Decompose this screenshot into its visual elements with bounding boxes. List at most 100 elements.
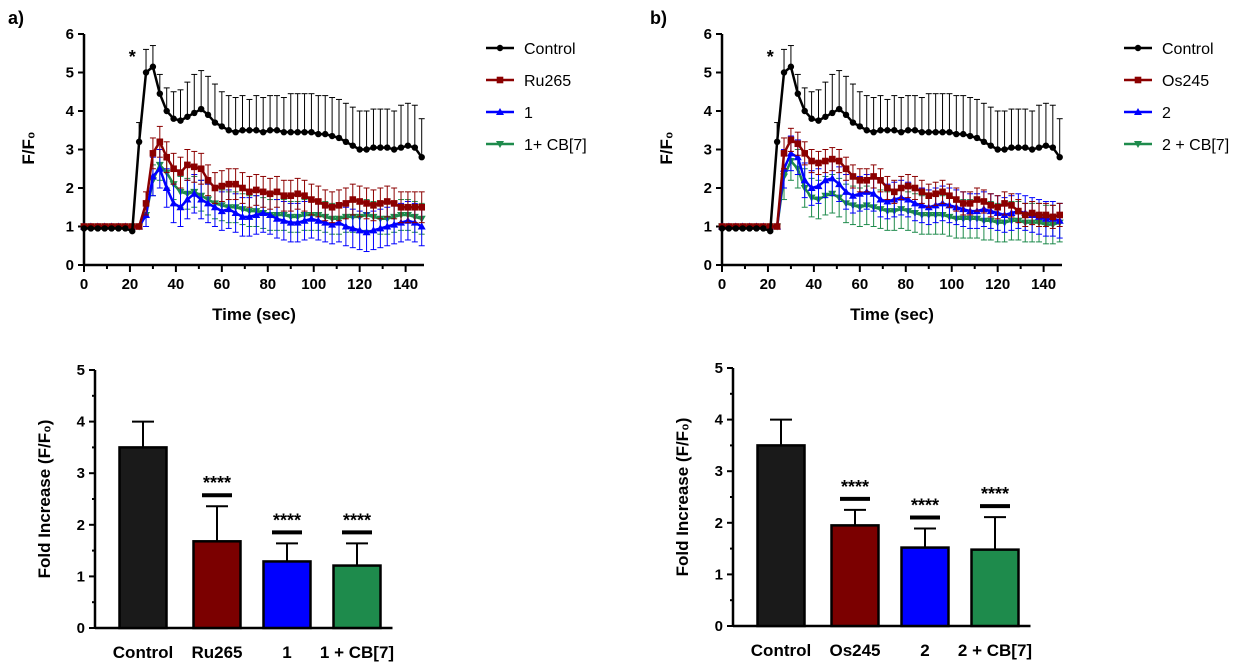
data-point [814, 182, 823, 190]
data-point [1021, 211, 1029, 219]
data-point [190, 163, 198, 171]
data-point [911, 184, 919, 192]
data-point [204, 177, 212, 184]
significance-label: **** [981, 484, 1009, 504]
data-point [301, 192, 308, 199]
data-point [404, 142, 412, 149]
data-point [994, 203, 1001, 211]
significance-label: **** [203, 473, 231, 493]
data-point [732, 225, 739, 232]
data-point [279, 216, 288, 224]
data-point [184, 113, 191, 120]
x-tick-label: 140 [393, 276, 418, 293]
data-point [939, 188, 946, 196]
data-point [369, 226, 378, 234]
data-point [925, 128, 932, 136]
data-point [252, 210, 261, 218]
significance-label: **** [273, 510, 301, 530]
data-point [801, 150, 809, 157]
data-point [315, 130, 322, 138]
legend-marker [496, 108, 504, 115]
bar [756, 444, 806, 628]
data-point [1035, 144, 1043, 151]
data-point [184, 161, 191, 169]
data-point [177, 117, 184, 124]
data-point [148, 172, 157, 180]
data-point [821, 176, 830, 184]
data-point [328, 203, 336, 211]
data-point [390, 200, 398, 207]
data-point [739, 225, 746, 232]
data-point [115, 225, 122, 232]
x-tick-label: 100 [301, 276, 326, 293]
legend-marker [1134, 76, 1142, 84]
data-point [946, 192, 953, 199]
panel-label-b: b) [650, 8, 667, 28]
data-point [204, 199, 213, 207]
significance-label: **** [343, 510, 371, 530]
data-point [259, 209, 268, 217]
data-point [308, 196, 315, 203]
data-point [342, 200, 350, 207]
data-point [87, 225, 95, 232]
x-tick-label: 40 [168, 276, 185, 293]
data-point [170, 165, 177, 173]
data-point [162, 184, 171, 191]
data-point [891, 127, 898, 134]
data-point [418, 154, 425, 161]
data-point [376, 224, 385, 232]
category-label: 1 [282, 643, 291, 662]
data-point [946, 128, 953, 136]
data-point [870, 128, 877, 136]
data-point [848, 191, 857, 199]
y-tick-label: 5 [704, 65, 712, 82]
data-point [321, 202, 329, 209]
x-tick-label: 20 [122, 276, 139, 293]
data-point [1022, 144, 1029, 151]
data-point [917, 201, 926, 209]
data-point [1001, 200, 1008, 207]
data-point [883, 197, 892, 205]
y-tick-label: 1 [66, 219, 74, 236]
data-point [849, 119, 857, 126]
data-point [842, 111, 850, 119]
data-point [204, 111, 212, 119]
data-point [1035, 211, 1043, 219]
bar [332, 564, 382, 630]
data-point [149, 150, 157, 157]
legend-marker [496, 44, 504, 52]
series-1 [718, 127, 1064, 230]
data-point [259, 188, 267, 196]
series-0 [80, 45, 425, 235]
data-point [904, 195, 913, 203]
data-point [197, 165, 205, 173]
data-point [370, 202, 377, 209]
legend-label: Os245 [1162, 73, 1209, 90]
data-point [246, 127, 253, 134]
panel-label-a: a) [8, 8, 24, 28]
data-point [856, 177, 864, 184]
data-point [884, 127, 891, 134]
category-label: 2 [920, 641, 929, 660]
data-point [787, 63, 795, 70]
y-tick-label: 0 [77, 620, 85, 637]
x-tick-label: 60 [213, 276, 230, 293]
data-point [142, 200, 150, 207]
x-axis-label: Time (sec) [212, 305, 296, 324]
data-point [987, 142, 994, 149]
legend-label: 1+ CB[7] [524, 137, 587, 154]
data-point [349, 142, 356, 149]
data-point [966, 200, 974, 207]
data-point [829, 109, 836, 117]
data-point [411, 144, 419, 151]
data-point [129, 227, 136, 235]
category-label: 1 + CB[7] [320, 643, 394, 662]
data-point [252, 186, 260, 194]
data-point [877, 127, 884, 134]
data-point [1028, 146, 1036, 153]
data-point [272, 214, 281, 222]
data-point [397, 144, 405, 151]
data-point [315, 198, 322, 205]
data-point [417, 222, 426, 230]
data-point [1001, 146, 1008, 153]
